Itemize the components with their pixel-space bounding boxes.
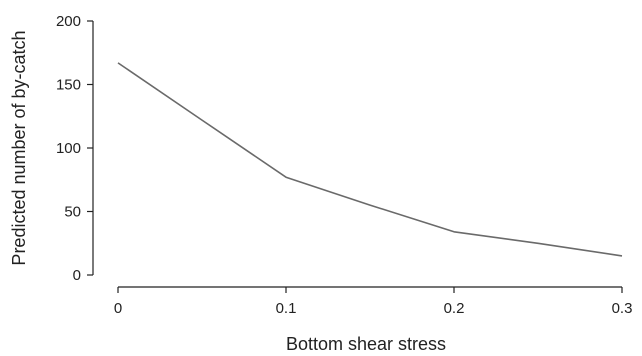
series-layer [117,62,623,257]
series-line [117,62,623,257]
x-tick-label: 0 [114,300,122,317]
y-tick-label: 150 [56,77,81,94]
x-tick-label: 0.1 [276,300,297,317]
x-tick-label: 0.2 [444,300,465,317]
y-axis-label: Predicted number of by-catch [9,30,29,265]
x-tick-label: 0.3 [612,300,633,317]
y-tick-label: 200 [56,13,81,30]
y-tick-label: 50 [64,204,81,221]
y-axis: 0 50 100 150 200 [56,13,94,284]
x-axis: 0 0.1 0.2 0.3 [114,286,633,317]
x-axis-label: Bottom shear stress [286,334,446,354]
y-tick-label: 0 [73,267,81,284]
y-tick-label: 100 [56,140,81,157]
